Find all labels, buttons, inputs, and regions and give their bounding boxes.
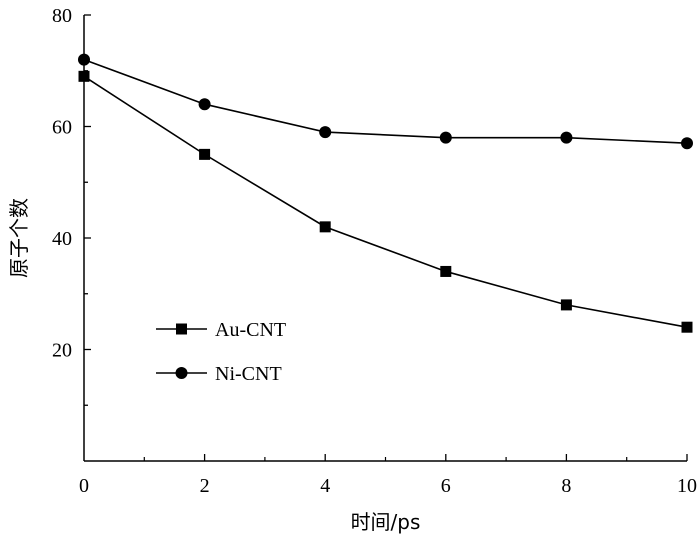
legend: Au-CNT Ni-CNT [156,319,286,385]
data-point [199,148,211,160]
series-layer [78,53,693,333]
y-tick-label: 80 [52,5,72,27]
x-tick-label: 6 [441,475,451,497]
tick-labels: 0 2 4 6 8 10 20 40 60 80 [52,5,697,497]
y-axis-title: 原子个数 [7,198,31,278]
x-tick-label: 8 [561,475,571,497]
data-point [560,299,572,311]
data-point [440,265,452,277]
y-tick-label: 20 [52,340,72,362]
x-axis-title: 时间/ps [351,510,421,534]
x-tick-label: 10 [677,475,697,497]
data-point [176,323,187,335]
data-point [319,126,332,139]
data-point [78,53,90,66]
x-tick-label: 0 [79,475,89,497]
y-tick-label: 40 [52,228,72,250]
data-point [681,321,693,333]
data-point [681,137,693,150]
data-point [198,98,211,111]
series-line [83,75,688,328]
data-point [560,131,573,144]
data-point [175,367,188,379]
legend-item: Ni-CNT [156,363,282,385]
data-point [319,221,331,233]
data-point [78,70,90,82]
x-tick-label: 4 [320,475,330,497]
series-au-cnt [78,70,693,333]
legend-label: Au-CNT [215,319,286,341]
series-ni-cnt [78,53,693,150]
y-tick-label: 60 [52,117,72,139]
x-tick-label: 2 [200,475,210,497]
legend-item: Au-CNT [156,319,286,341]
ticks [84,14,688,461]
series-line [83,58,688,145]
data-point [439,131,452,144]
axes [83,15,687,462]
legend-label: Ni-CNT [215,363,282,385]
